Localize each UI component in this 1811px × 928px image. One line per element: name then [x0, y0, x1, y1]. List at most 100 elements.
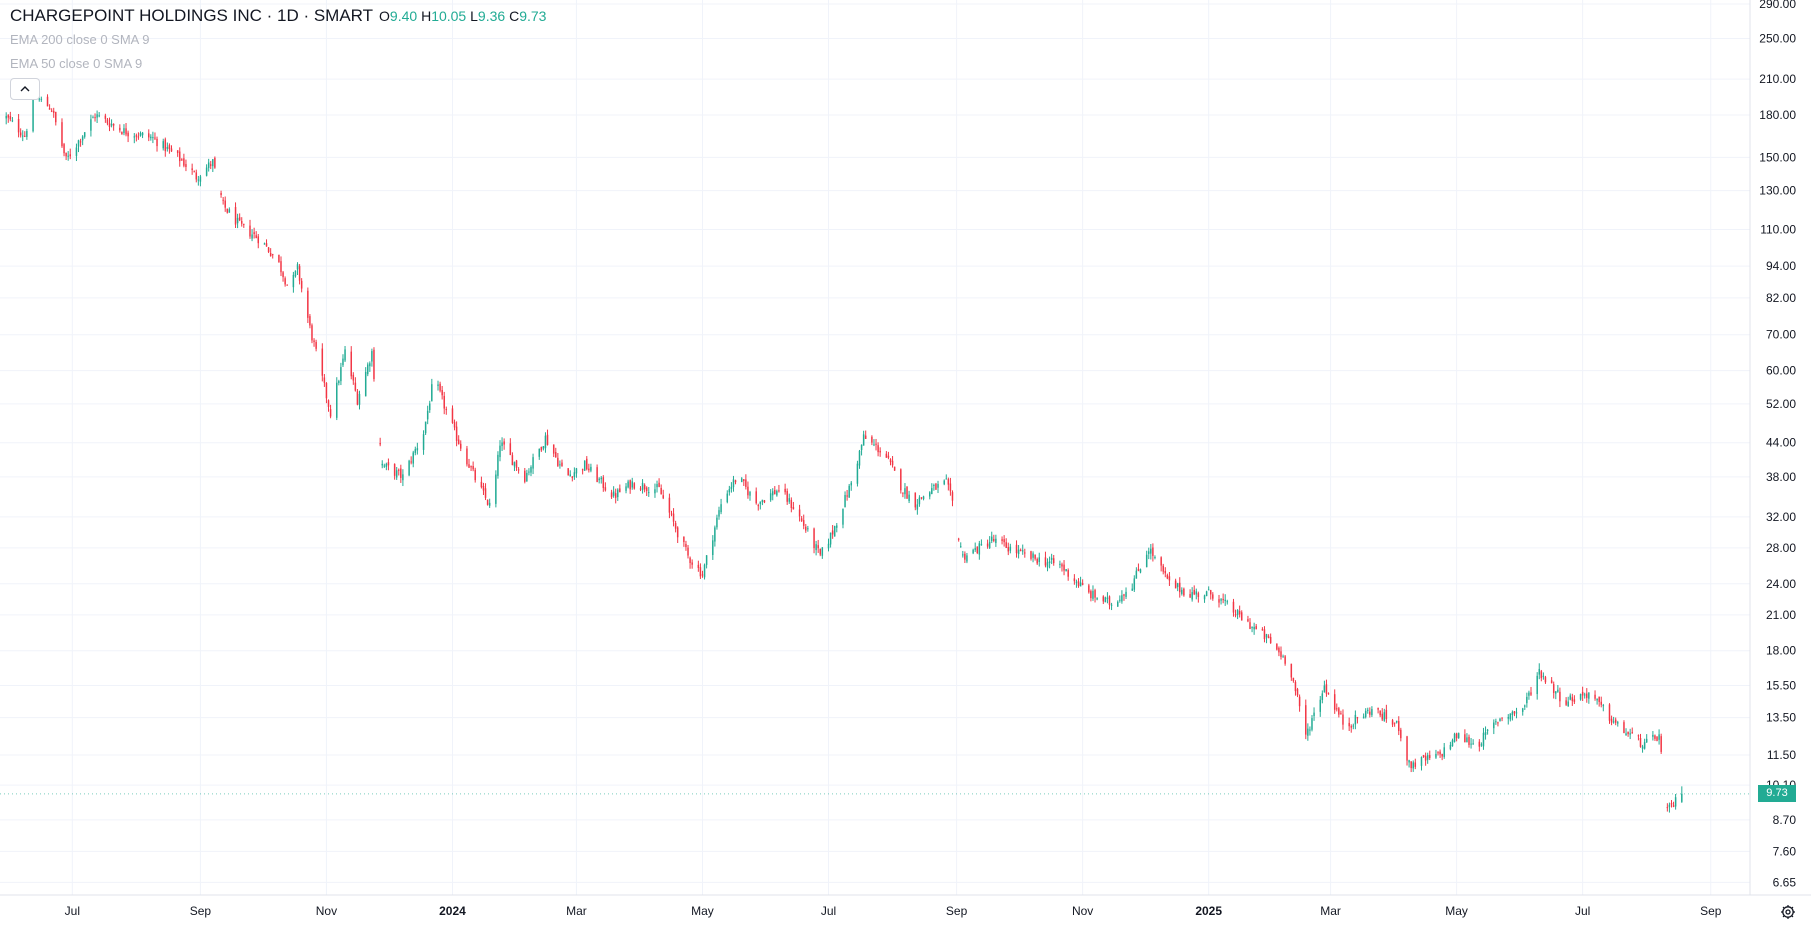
candle-body: [398, 469, 400, 471]
candle-body: [1032, 553, 1034, 558]
candle-body: [1255, 626, 1257, 630]
candle-body: [1197, 593, 1200, 597]
candle-body: [974, 548, 976, 550]
candle-body: [1443, 747, 1445, 757]
candle-body: [1168, 576, 1171, 581]
candle-body: [1121, 595, 1123, 602]
candle-body: [125, 128, 127, 135]
candle-body: [862, 434, 865, 446]
candle-body: [546, 434, 549, 445]
candle-body: [1278, 647, 1280, 653]
candle-body: [573, 472, 576, 477]
collapse-legend-button[interactable]: [10, 78, 40, 100]
candle-body: [1573, 699, 1576, 702]
candle-body: [501, 442, 503, 447]
candle-body: [1164, 570, 1167, 574]
candle-body: [152, 137, 154, 139]
candle-body: [472, 466, 474, 470]
candle-body: [336, 382, 338, 418]
candle-body: [354, 382, 357, 391]
candle-body: [561, 462, 563, 467]
candle-body: [596, 467, 598, 482]
price-tick-label: 180.00: [1759, 108, 1796, 122]
price-axis[interactable]: 6.657.608.7010.1011.5013.5015.5018.0021.…: [1749, 0, 1796, 895]
candle-body: [1327, 693, 1330, 695]
candle-body: [11, 120, 14, 122]
candle-body: [108, 123, 111, 128]
candle-body: [1555, 691, 1557, 694]
candle-body: [1672, 805, 1675, 807]
candle-body: [1530, 692, 1532, 695]
candle-body: [1509, 713, 1512, 720]
candle-body: [1063, 564, 1065, 571]
candle-body: [581, 469, 584, 471]
candle-body: [1104, 597, 1107, 603]
indicator-ema-50[interactable]: EMA 50 close 0 SMA 9: [10, 56, 143, 71]
candle-body: [668, 497, 671, 513]
candle-body: [486, 499, 489, 505]
candle-body: [286, 284, 288, 286]
candle-body: [740, 478, 743, 483]
candle-body: [220, 193, 222, 196]
price-tick-label: 24.00: [1766, 577, 1796, 591]
candle-body: [776, 490, 778, 496]
candle-body: [1414, 762, 1417, 767]
candle-body: [1544, 677, 1547, 683]
candle-body: [916, 504, 919, 510]
candle-body: [875, 443, 877, 445]
candle-body: [48, 108, 51, 110]
candle-body: [1658, 734, 1660, 740]
candle-body: [699, 567, 702, 577]
candle-body: [1119, 599, 1121, 601]
candle-body: [193, 171, 195, 173]
candle-body: [761, 499, 764, 503]
indicator-ema-200[interactable]: EMA 200 close 0 SMA 9: [10, 32, 150, 47]
candle-body: [674, 523, 677, 529]
candle-body: [1631, 732, 1633, 734]
candle-body: [1160, 557, 1162, 566]
candle-body: [1218, 599, 1220, 603]
candle-body: [170, 148, 173, 152]
candle-body: [515, 460, 518, 468]
candle-body: [1468, 736, 1470, 745]
candle-body: [1247, 619, 1249, 622]
candle-body: [1480, 744, 1483, 746]
candle-body: [482, 486, 485, 491]
candle-body: [1005, 542, 1007, 548]
candle-body: [1381, 713, 1383, 720]
candle-body: [778, 490, 780, 492]
candle-body: [575, 468, 578, 474]
candle-body: [282, 272, 284, 278]
candle-body: [455, 426, 458, 441]
candle-body: [528, 471, 530, 473]
candle-body: [1174, 580, 1177, 589]
candle-body: [1583, 694, 1586, 696]
candle-body: [639, 488, 642, 490]
candle-body: [1189, 594, 1191, 598]
candle-body: [292, 274, 295, 288]
price-tick-label: 11.50: [1767, 748, 1796, 762]
candle-body: [844, 495, 846, 508]
candle-body: [61, 122, 63, 147]
chart-settings-button[interactable]: [1777, 901, 1799, 923]
candle-body: [191, 168, 193, 171]
candle-body: [790, 499, 793, 509]
candle-body: [747, 486, 749, 496]
candle-body: [544, 435, 547, 449]
candle-body: [1338, 708, 1340, 715]
candle-body: [104, 115, 107, 119]
candle-body: [1674, 797, 1677, 807]
candle-body: [137, 136, 140, 138]
candle-body: [774, 489, 776, 495]
candle-body: [422, 434, 425, 450]
candle-body: [325, 382, 328, 399]
time-axis[interactable]: Jul Sep Nov 2024 Mar May Jul Sep Nov 2025 Mar May Ju…: [0, 894, 1811, 918]
candle-body: [315, 342, 317, 349]
candle-body: [1542, 675, 1545, 677]
candle-body: [148, 133, 150, 138]
candle-body: [625, 486, 627, 491]
candle-body: [1333, 694, 1336, 710]
candle-body: [1643, 742, 1646, 749]
